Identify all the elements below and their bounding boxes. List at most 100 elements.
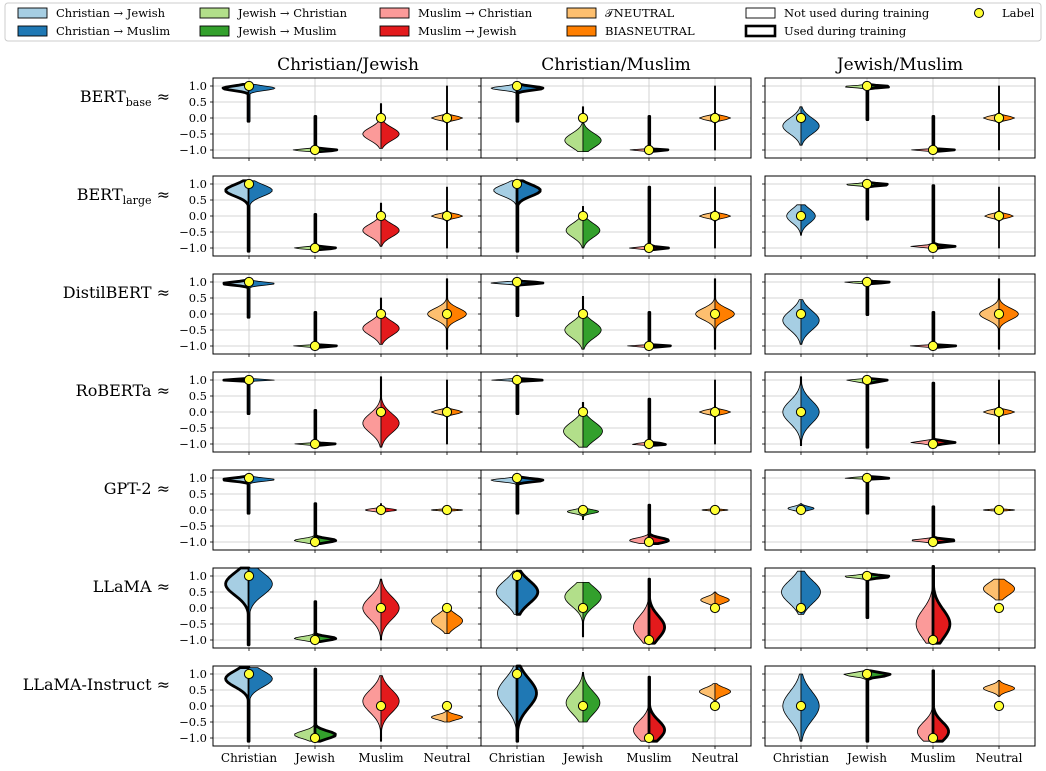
- legend-label: BIASNEUTRAL: [605, 24, 695, 38]
- label-marker: [927, 242, 939, 254]
- panel: 1.0 0.5 0.0 −0.5 −1.0 Christian Jewish Muslim Ne…: [179, 665, 484, 765]
- violin-muslim: [362, 578, 400, 641]
- panel: [478, 567, 752, 651]
- violin-muslim: [629, 503, 670, 548]
- violin-muslim: [909, 311, 958, 352]
- column-title: Christian/Jewish: [277, 55, 419, 75]
- violin-half-left: [699, 683, 716, 704]
- ytick-label: 0.5: [189, 95, 207, 109]
- legend: Christian → Jewish Christian → Muslim Jewi…: [4, 2, 1042, 42]
- ytick-label: −0.5: [179, 715, 207, 729]
- label-marker: [243, 472, 255, 484]
- legend-entry-tn: 𝒯NEUTRAL: [566, 6, 675, 20]
- violin-half-right: [998, 278, 1019, 350]
- violin-jewish: [294, 409, 337, 450]
- label-marker: [709, 406, 721, 418]
- panel: 1.0 0.5 0.0 −0.5 −1.0: [179, 175, 484, 259]
- label-marker: [511, 374, 523, 386]
- violin-neutral: [983, 680, 1015, 712]
- ytick-label: 1.0: [189, 667, 207, 681]
- violin-muslim: [911, 115, 956, 156]
- violin-christian: [490, 80, 545, 123]
- violin-half-left: [362, 376, 382, 448]
- violin-half-left: [695, 278, 716, 350]
- label-marker: [375, 308, 387, 320]
- violin-muslim: [629, 115, 670, 156]
- violin-half-right: [931, 565, 952, 645]
- panel-frame: [764, 469, 1036, 551]
- violin-half-left: [979, 278, 1000, 350]
- violin-neutral: [983, 85, 1015, 151]
- panel: [478, 371, 752, 455]
- violin-muslim: [632, 397, 667, 450]
- label-marker: [993, 112, 1005, 124]
- ytick-label: −0.5: [179, 421, 207, 435]
- label-marker: [309, 536, 321, 548]
- label-marker: [577, 406, 589, 418]
- label-marker: [441, 504, 453, 516]
- violin-christian: [490, 276, 545, 317]
- violin-half-left: [431, 607, 448, 634]
- xtick-label: Jewish: [561, 751, 603, 765]
- violin-jewish: [292, 115, 339, 156]
- violin-muslim: [915, 565, 952, 646]
- legend-swatch: [17, 25, 48, 37]
- violin-half-right: [998, 379, 1015, 445]
- legend-entry-lb: Label: [974, 6, 1035, 20]
- legend-swatch: [566, 25, 597, 37]
- legend-entry-cm: Christian → Muslim: [17, 24, 170, 38]
- panel-frame: [764, 567, 1036, 649]
- violin-half-right: [446, 607, 463, 634]
- violin-muslim: [633, 577, 666, 646]
- panel: 1.0 0.5 0.0 −0.5 −1.0: [179, 469, 484, 553]
- violin-half-left: [224, 566, 251, 647]
- label-marker: [643, 144, 655, 156]
- violin-jewish: [563, 402, 603, 448]
- legend-entry-mj: Muslim → Jewish: [379, 24, 517, 38]
- violin-half-left: [362, 202, 382, 247]
- legend-entry-jm: Jewish → Muslim: [199, 24, 337, 38]
- violin-neutral: [431, 186, 463, 249]
- violin-jewish: [844, 472, 891, 515]
- xtick-label: Muslim: [626, 751, 672, 765]
- label-marker: [243, 570, 255, 582]
- violin-half-right: [248, 180, 273, 252]
- label-marker: [309, 732, 321, 744]
- label-marker: [643, 634, 655, 646]
- violin-half-left: [699, 186, 716, 249]
- violin-half-left: [983, 85, 1000, 151]
- violin-half-right: [446, 85, 463, 151]
- label-marker: [511, 472, 523, 484]
- ytick-label: −0.5: [179, 225, 207, 239]
- violin-half-left: [362, 297, 382, 345]
- row-label: BERTlarge ≈: [77, 185, 170, 207]
- ytick-label: 0.0: [189, 503, 207, 517]
- ytick-label: 0.0: [189, 405, 207, 419]
- label-marker: [643, 536, 655, 548]
- ytick-label: −1.0: [179, 143, 207, 157]
- panel-frame: [480, 77, 752, 159]
- ytick-label: 1.0: [189, 373, 207, 387]
- label-marker: [709, 112, 721, 124]
- violin-half-right: [800, 570, 821, 615]
- violin-half-right: [380, 103, 400, 149]
- xtick-label: Jewish: [845, 751, 887, 765]
- row-label: BERTbase ≈: [80, 87, 170, 109]
- label-marker: [511, 668, 523, 680]
- xtick-label: Christian: [773, 751, 829, 765]
- violin-muslim: [633, 675, 666, 744]
- violin-half-right: [647, 185, 670, 251]
- label-marker: [243, 178, 255, 190]
- violin-half-right: [248, 667, 273, 742]
- legend-swatch: [199, 7, 230, 19]
- violin-half-left: [362, 103, 382, 149]
- legend-entry-cj: Christian → Jewish: [17, 6, 166, 20]
- legend-swatch: [17, 7, 48, 19]
- violin-christian: [786, 204, 816, 236]
- violin-neutral: [431, 85, 463, 151]
- violin-jewish: [846, 374, 889, 449]
- label-marker: [927, 340, 939, 352]
- violin-jewish: [293, 502, 338, 548]
- ytick-label: −1.0: [179, 339, 207, 353]
- label-marker: [309, 438, 321, 450]
